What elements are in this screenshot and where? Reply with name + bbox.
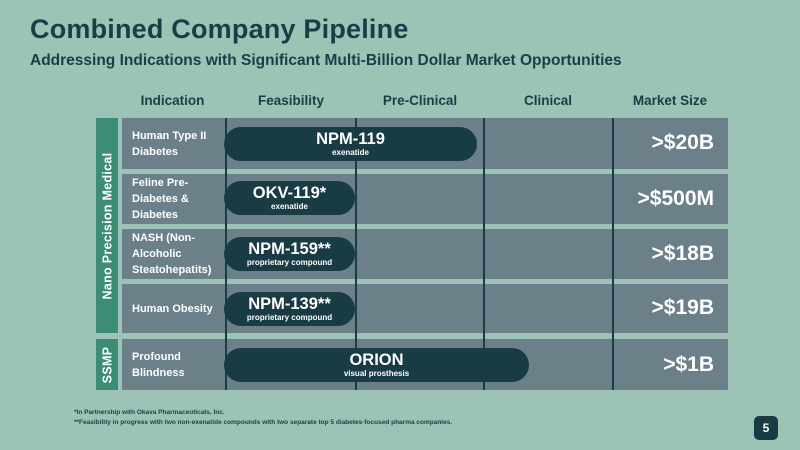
group-bar-ssmp: SSMP xyxy=(96,339,118,390)
column-header-preclinical: Pre-Clinical xyxy=(382,93,458,108)
program-name: NPM-159** xyxy=(248,240,331,259)
program-detail: proprietary compound xyxy=(246,312,333,322)
market-size-value: >$18B xyxy=(651,242,714,265)
program-name: NPM-139** xyxy=(248,295,331,314)
program-name: NPM-119 xyxy=(316,130,385,149)
column-divider xyxy=(355,118,357,390)
footnote-feasibility: **Feasibility in progress with two non-e… xyxy=(74,419,453,426)
row-indication: Feline Pre-Diabetes & Diabetes xyxy=(132,177,189,221)
row-indication: Human Type II Diabetes xyxy=(132,129,207,158)
row-indication: Human Obesity xyxy=(132,302,213,315)
page-subtitle: Addressing Indications with Significant … xyxy=(30,52,622,69)
pipeline-row-nash: NASH (Non-Alcoholic Steatohepatits) xyxy=(122,229,728,279)
column-header-clinical: Clinical xyxy=(523,93,572,108)
group-label-ssmp: SSMP xyxy=(100,346,114,383)
row-indication: NASH (Non-Alcoholic Steatohepatits) xyxy=(132,232,212,276)
group-bar-nano-precision-medical: Nano Precision Medical xyxy=(96,118,118,333)
market-size-value: >$19B xyxy=(651,296,714,319)
program-detail: proprietary compound xyxy=(246,257,333,267)
program-detail: exenatide xyxy=(332,147,369,157)
footnote-partnership: *In Partnership with Okava Pharmaceutica… xyxy=(74,409,225,416)
program-bar-okv-119: OKV-119* exenatide xyxy=(224,181,355,215)
program-detail: exenatide xyxy=(271,201,308,211)
program-bar-npm-119: NPM-119 exenatide xyxy=(224,127,477,161)
column-divider xyxy=(612,118,614,390)
program-detail: visual prosthesis xyxy=(343,368,410,378)
market-size-value: >$500M xyxy=(637,187,714,210)
program-name: ORION xyxy=(349,351,404,370)
column-header-market-size: Market Size xyxy=(632,93,708,108)
row-indication: Profound Blindness xyxy=(132,350,185,379)
column-header-indication: Indication xyxy=(140,93,205,108)
pipeline-row-feline-diabetes: Feline Pre-Diabetes & Diabetes xyxy=(122,174,728,224)
page-title: Combined Company Pipeline xyxy=(30,14,409,44)
group-label-nano-precision-medical: Nano Precision Medical xyxy=(100,152,115,299)
market-size-value: >$20B xyxy=(651,131,714,154)
program-bar-npm-159: NPM-159** proprietary compound xyxy=(224,237,355,271)
page-number: 5 xyxy=(754,416,778,440)
program-bar-orion: ORION visual prosthesis xyxy=(224,348,529,382)
column-header-feasibility: Feasibility xyxy=(257,93,325,108)
market-size-value: >$1B xyxy=(663,353,714,376)
program-name: OKV-119* xyxy=(252,184,327,203)
column-divider xyxy=(483,118,485,390)
program-bar-npm-139: NPM-139** proprietary compound xyxy=(224,292,355,326)
pipeline-row-obesity: Human Obesity xyxy=(122,284,728,333)
